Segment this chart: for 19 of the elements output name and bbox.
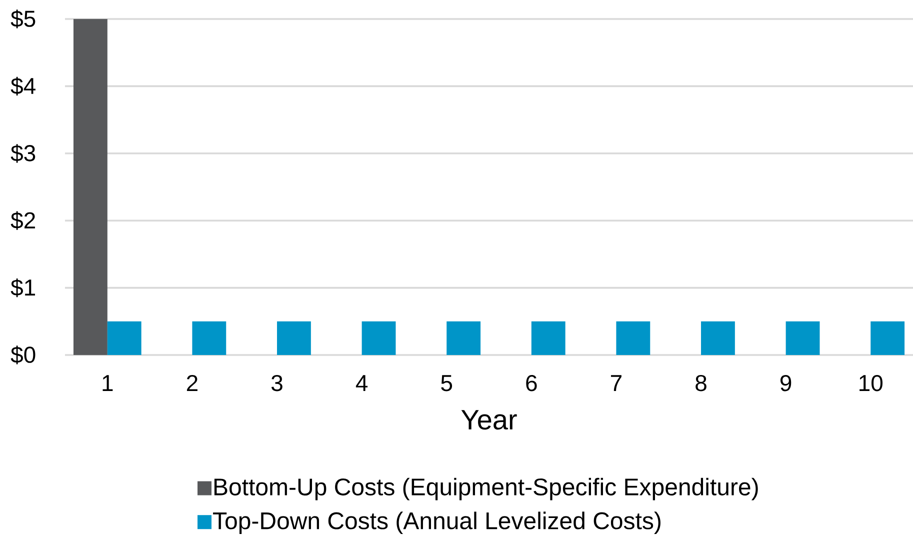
x-tick-label: 4 <box>356 375 368 391</box>
x-tick-label: 9 <box>780 374 792 392</box>
y-tick-label: $0 <box>10 346 36 364</box>
x-tick-label: 7 <box>610 375 622 391</box>
x-tick-label: 3 <box>271 374 282 392</box>
x-axis-title: Year <box>461 410 517 430</box>
x-tick-label: 10 <box>860 374 882 392</box>
x-tick-label: 8 <box>696 374 706 392</box>
x-tick-label: 1 <box>102 375 113 391</box>
y-tick-label: $2 <box>10 211 35 230</box>
legend-label: Bottom-Up Costs (Equipment-Specific Expenditure) <box>214 478 758 500</box>
legend-label: Top-Down Costs (Annual Levelized Costs) <box>213 512 660 534</box>
x-tick-label: 5 <box>441 375 452 392</box>
y-tick-label: $5 <box>10 10 36 28</box>
x-tick-label: 2 <box>186 374 198 391</box>
y-tick-label: $4 <box>10 76 36 96</box>
y-tick-label: $3 <box>10 144 36 163</box>
y-tick-label: $1 <box>10 278 36 298</box>
x-tick-label: 6 <box>526 374 537 392</box>
